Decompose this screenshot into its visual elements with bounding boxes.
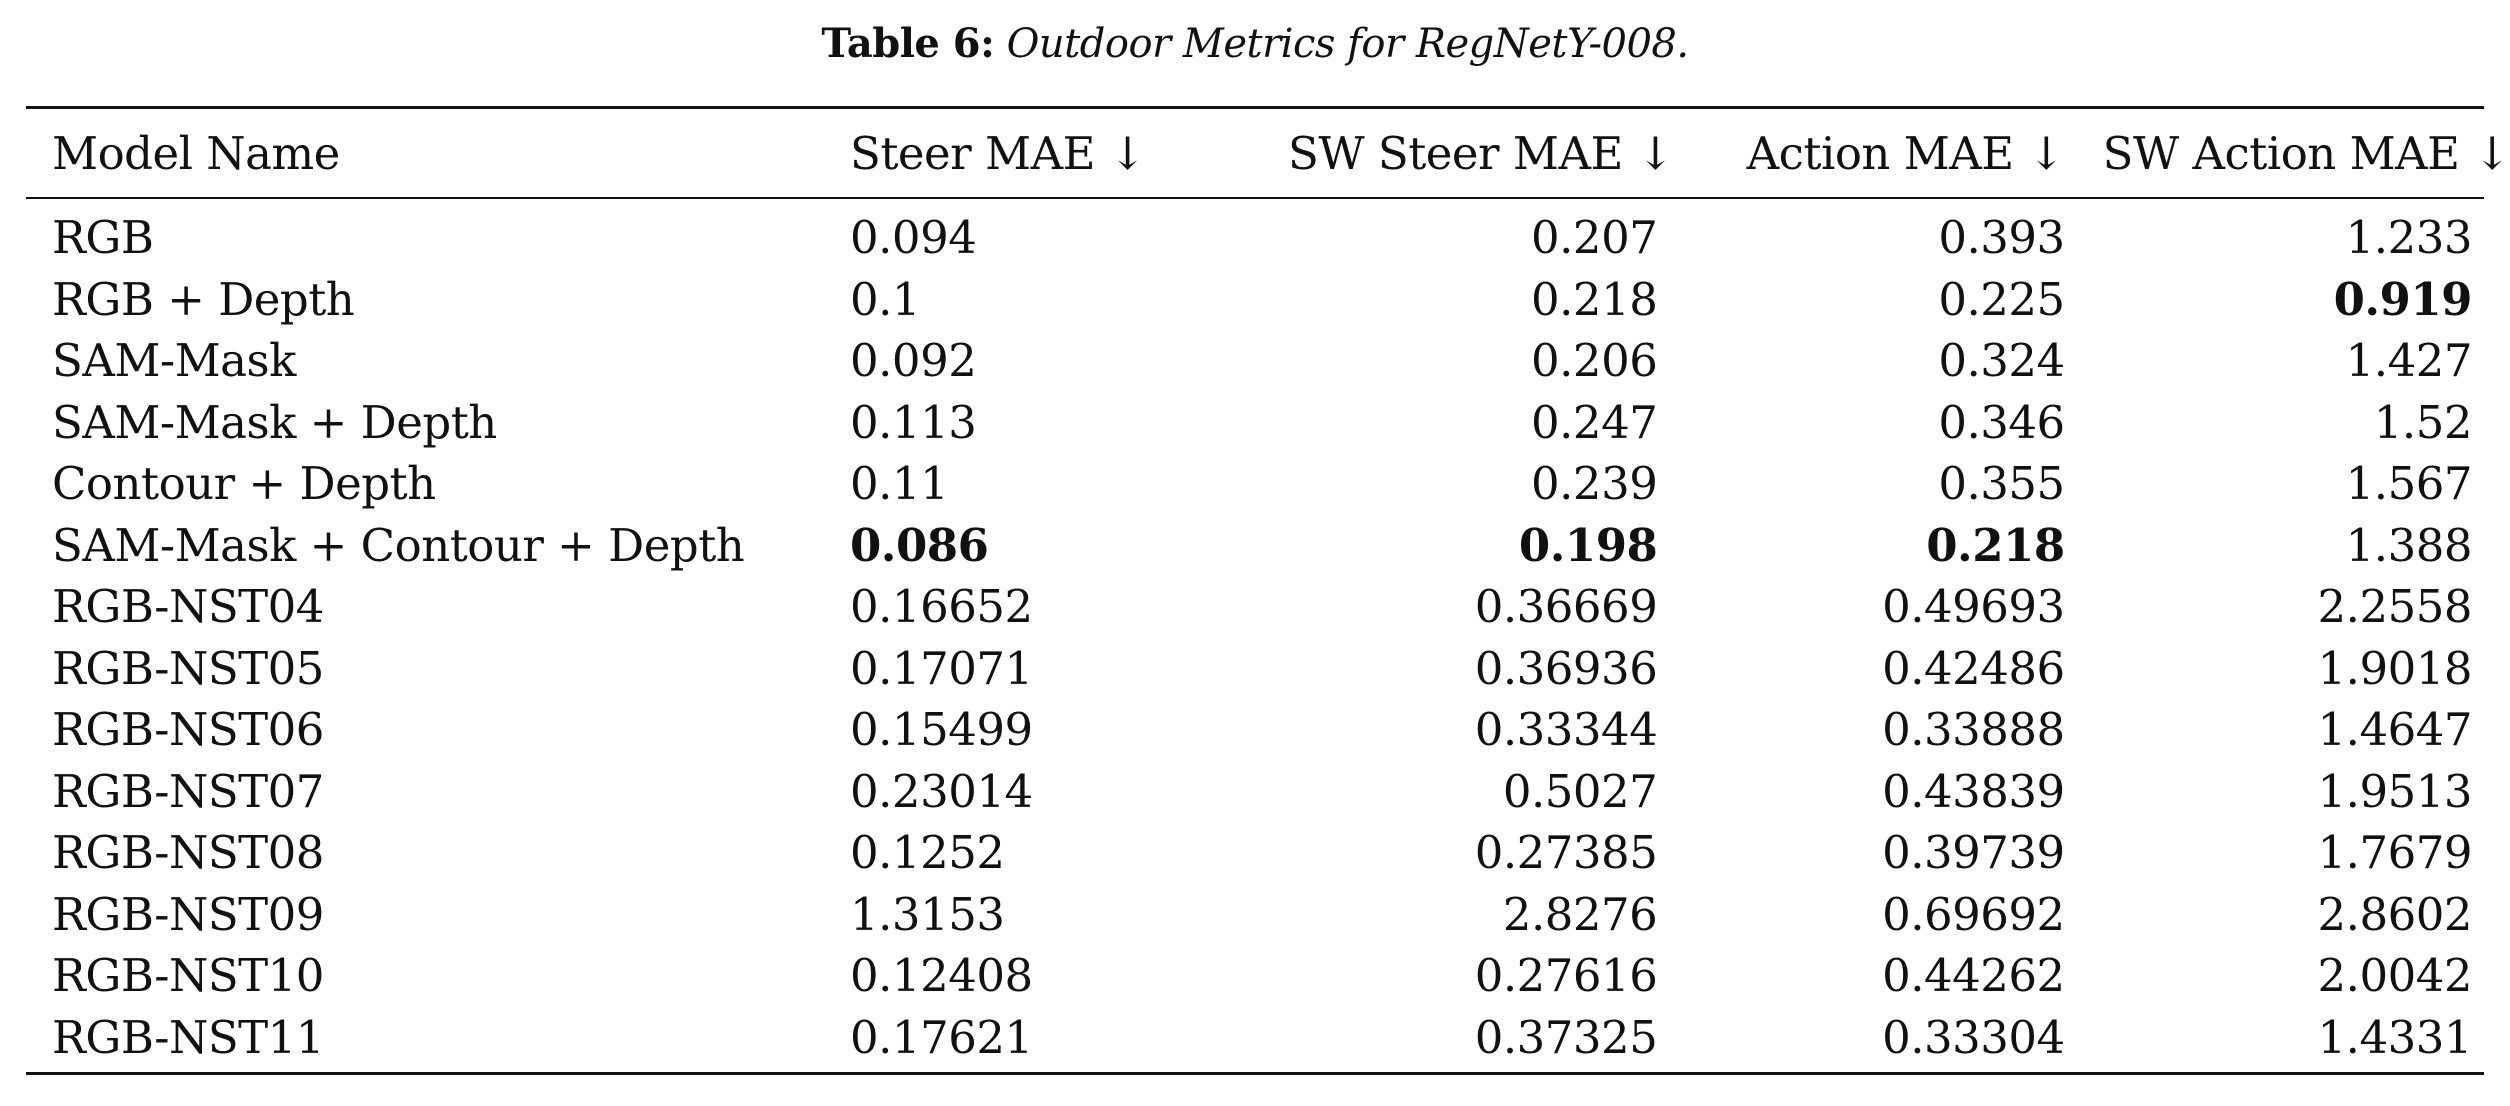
- table-body: RGB 0.094 0.207 0.393 1.233 RGB + Depth 0.1 0.2…: [26, 198, 2484, 1074]
- cell-steer-mae: 0.094: [850, 211, 977, 265]
- cell-steer-mae: 0.15499: [850, 703, 1033, 757]
- cell-steer-mae: 0.23014: [850, 764, 1033, 818]
- cell-steer-mae: 0.086: [850, 518, 989, 572]
- caption-text: Outdoor Metrics for RegNetY-008.: [1006, 21, 1689, 67]
- cell-sw-action-mae: 1.7679: [2317, 826, 2473, 880]
- cell-action-mae: 0.33888: [1882, 703, 2065, 757]
- cell-sw-action-mae: 0.919: [2333, 272, 2473, 326]
- header-row: Model Name Steer MAE ↓ SW Steer MAE ↓ Ac…: [26, 107, 2510, 198]
- cell-sw-steer-mae: 2.8276: [1502, 887, 1658, 941]
- cell-sw-action-mae: 1.4331: [2317, 1010, 2473, 1064]
- cell-steer-mae: 0.16652: [850, 580, 1033, 634]
- cell-model-name: RGB + Depth: [52, 272, 355, 326]
- cell-sw-action-mae: 1.4647: [2317, 703, 2473, 757]
- cell-model-name: RGB-NST09: [52, 887, 324, 941]
- cell-action-mae: 0.69692: [1882, 887, 2065, 941]
- caption-label: Table 6:: [821, 20, 995, 67]
- cell-model-name: SAM-Mask + Contour + Depth: [52, 518, 745, 572]
- cell-model-name: RGB-NST05: [52, 641, 324, 695]
- cell-model-name: RGB: [52, 211, 154, 265]
- cell-sw-steer-mae: 0.5027: [1502, 764, 1658, 818]
- header-steer-mae: Steer MAE ↓: [850, 126, 1146, 180]
- cell-sw-action-mae: 1.388: [2345, 518, 2473, 572]
- cell-sw-steer-mae: 0.247: [1531, 395, 1658, 449]
- table-row: RGB-NST10 0.12408 0.27616 0.44262 2.0042: [26, 945, 2484, 1007]
- cell-sw-action-mae: 1.52: [2373, 395, 2473, 449]
- cell-sw-action-mae: 2.8602: [2317, 887, 2473, 941]
- table-row: RGB-NST11 0.17621 0.37325 0.33304 1.4331: [26, 1007, 2484, 1074]
- cell-steer-mae: 1.3153: [850, 887, 1005, 941]
- cell-action-mae: 0.43839: [1882, 764, 2065, 818]
- cell-sw-action-mae: 1.9018: [2317, 641, 2473, 695]
- cell-model-name: RGB-NST06: [52, 703, 324, 757]
- table-row: SAM-Mask + Contour + Depth 0.086 0.198 0.21…: [26, 515, 2484, 577]
- cell-action-mae: 0.346: [1938, 395, 2065, 449]
- table-row: RGB-NST07 0.23014 0.5027 0.43839 1.9513: [26, 761, 2484, 823]
- cell-model-name: RGB-NST08: [52, 826, 324, 880]
- table-row: RGB-NST08 0.1252 0.27385 0.39739 1.7679: [26, 822, 2484, 884]
- header-model-name: Model Name: [52, 126, 340, 180]
- cell-steer-mae: 0.1252: [850, 826, 1005, 880]
- cell-sw-steer-mae: 0.239: [1531, 457, 1658, 511]
- cell-sw-steer-mae: 0.36669: [1474, 580, 1658, 634]
- table-caption: Table 6: Outdoor Metrics for RegNetY-008…: [0, 14, 2510, 74]
- table-row: RGB 0.094 0.207 0.393 1.233: [26, 198, 2484, 269]
- cell-sw-steer-mae: 0.33344: [1474, 703, 1658, 757]
- cell-steer-mae: 0.11: [850, 457, 949, 511]
- table-row: SAM-Mask 0.092 0.206 0.324 1.427: [26, 330, 2484, 392]
- cell-action-mae: 0.49693: [1882, 580, 2065, 634]
- cell-model-name: RGB-NST11: [52, 1010, 324, 1064]
- table-row: RGB-NST04 0.16652 0.36669 0.49693 2.2558: [26, 576, 2484, 638]
- cell-sw-action-mae: 2.2558: [2317, 580, 2473, 634]
- cell-action-mae: 0.44262: [1882, 949, 2065, 1003]
- cell-sw-steer-mae: 0.198: [1518, 518, 1658, 572]
- cell-model-name: SAM-Mask + Depth: [52, 395, 497, 449]
- cell-steer-mae: 0.092: [850, 334, 977, 388]
- header-sw-steer-mae: SW Steer MAE ↓: [1288, 126, 1674, 180]
- cell-sw-steer-mae: 0.218: [1531, 272, 1658, 326]
- cell-steer-mae: 0.12408: [850, 949, 1033, 1003]
- cell-sw-action-mae: 1.567: [2345, 457, 2473, 511]
- cell-sw-steer-mae: 0.27616: [1474, 949, 1658, 1003]
- table-row: RGB-NST09 1.3153 2.8276 0.69692 2.8602: [26, 884, 2484, 946]
- cell-action-mae: 0.218: [1926, 518, 2065, 572]
- cell-model-name: RGB-NST10: [52, 949, 324, 1003]
- table-row: SAM-Mask + Depth 0.113 0.247 0.346 1.52: [26, 392, 2484, 454]
- cell-steer-mae: 0.113: [850, 395, 977, 449]
- cell-sw-action-mae: 1.427: [2345, 334, 2473, 388]
- cell-sw-action-mae: 2.0042: [2317, 949, 2473, 1003]
- cell-sw-steer-mae: 0.206: [1531, 334, 1658, 388]
- cell-action-mae: 0.225: [1938, 272, 2065, 326]
- cell-action-mae: 0.39739: [1882, 826, 2065, 880]
- cell-sw-steer-mae: 0.207: [1531, 211, 1658, 265]
- cell-sw-steer-mae: 0.36936: [1474, 641, 1658, 695]
- table-row: RGB-NST06 0.15499 0.33344 0.33888 1.4647: [26, 699, 2484, 761]
- cell-sw-action-mae: 1.233: [2345, 211, 2473, 265]
- table-row: Contour + Depth 0.11 0.239 0.355 1.567: [26, 453, 2484, 515]
- cell-sw-steer-mae: 0.37325: [1474, 1010, 1658, 1064]
- cell-model-name: SAM-Mask: [52, 334, 296, 388]
- cell-action-mae: 0.33304: [1882, 1010, 2065, 1064]
- header-action-mae: Action MAE ↓: [1746, 126, 2066, 180]
- cell-model-name: RGB-NST04: [52, 580, 324, 634]
- cell-model-name: RGB-NST07: [52, 764, 324, 818]
- cell-steer-mae: 0.1: [850, 272, 921, 326]
- table-row: RGB-NST05 0.17071 0.36936 0.42486 1.9018: [26, 638, 2484, 700]
- header-sw-action-mae: SW Action MAE ↓: [2102, 126, 2510, 180]
- cell-action-mae: 0.393: [1938, 211, 2065, 265]
- table-header: Model Name Steer MAE ↓ SW Steer MAE ↓ Ac…: [26, 107, 2510, 198]
- metrics-table: Model Name Steer MAE ↓ SW Steer MAE ↓ Ac…: [26, 106, 2510, 1075]
- cell-steer-mae: 0.17621: [850, 1010, 1033, 1064]
- cell-action-mae: 0.355: [1938, 457, 2065, 511]
- cell-action-mae: 0.324: [1938, 334, 2065, 388]
- cell-action-mae: 0.42486: [1882, 641, 2065, 695]
- cell-steer-mae: 0.17071: [850, 641, 1033, 695]
- cell-sw-action-mae: 1.9513: [2317, 764, 2473, 818]
- cell-model-name: Contour + Depth: [52, 457, 436, 511]
- cell-sw-steer-mae: 0.27385: [1474, 826, 1658, 880]
- table-row: RGB + Depth 0.1 0.218 0.225 0.919: [26, 269, 2484, 331]
